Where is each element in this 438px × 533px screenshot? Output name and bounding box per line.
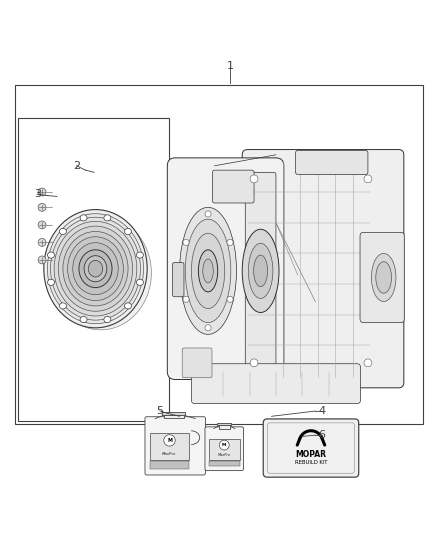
FancyBboxPatch shape — [242, 150, 404, 388]
Bar — [18, 118, 169, 421]
Ellipse shape — [371, 253, 396, 302]
Ellipse shape — [198, 250, 218, 292]
FancyBboxPatch shape — [182, 348, 212, 378]
Ellipse shape — [254, 255, 268, 287]
Ellipse shape — [248, 243, 273, 298]
Circle shape — [38, 188, 46, 196]
Text: 2: 2 — [73, 161, 80, 171]
Text: MOPAR: MOPAR — [296, 450, 326, 459]
Circle shape — [38, 256, 46, 264]
Ellipse shape — [180, 207, 237, 334]
Text: 5: 5 — [156, 406, 163, 416]
Ellipse shape — [63, 231, 128, 306]
Ellipse shape — [50, 216, 152, 330]
Bar — [150, 433, 189, 459]
Ellipse shape — [136, 252, 143, 258]
Ellipse shape — [205, 211, 211, 217]
Ellipse shape — [250, 175, 258, 183]
Ellipse shape — [48, 279, 55, 285]
Text: MaxPro: MaxPro — [162, 451, 177, 456]
Ellipse shape — [185, 219, 231, 322]
Ellipse shape — [203, 259, 213, 282]
Circle shape — [38, 221, 46, 229]
Ellipse shape — [80, 215, 87, 221]
Ellipse shape — [242, 229, 279, 312]
Ellipse shape — [250, 359, 258, 367]
Bar — [217, 423, 231, 425]
Ellipse shape — [364, 175, 372, 183]
Circle shape — [164, 435, 175, 446]
Ellipse shape — [376, 262, 392, 293]
FancyBboxPatch shape — [145, 417, 205, 475]
Ellipse shape — [44, 209, 147, 328]
Ellipse shape — [104, 215, 111, 221]
Ellipse shape — [50, 217, 141, 320]
Bar — [15, 85, 423, 424]
Ellipse shape — [47, 214, 144, 324]
Ellipse shape — [60, 229, 67, 235]
FancyBboxPatch shape — [360, 232, 404, 322]
Text: 1: 1 — [226, 61, 233, 71]
Bar — [219, 425, 230, 429]
Ellipse shape — [124, 229, 131, 235]
Ellipse shape — [80, 317, 87, 322]
Ellipse shape — [227, 296, 233, 302]
Ellipse shape — [60, 303, 67, 309]
FancyBboxPatch shape — [245, 172, 276, 369]
Bar — [150, 461, 189, 469]
FancyBboxPatch shape — [173, 263, 184, 297]
Ellipse shape — [205, 325, 211, 331]
Ellipse shape — [79, 250, 112, 288]
Ellipse shape — [58, 226, 133, 311]
Text: 6: 6 — [318, 430, 325, 440]
Ellipse shape — [136, 279, 143, 285]
Circle shape — [38, 204, 46, 211]
Text: M: M — [167, 438, 172, 443]
FancyBboxPatch shape — [212, 170, 254, 203]
FancyBboxPatch shape — [167, 158, 284, 379]
Ellipse shape — [67, 237, 124, 301]
Ellipse shape — [183, 296, 189, 302]
Bar — [162, 411, 185, 415]
Circle shape — [219, 440, 229, 450]
Text: REBUILD KIT: REBUILD KIT — [295, 460, 327, 465]
Ellipse shape — [88, 261, 103, 277]
Circle shape — [38, 238, 46, 246]
Text: 3: 3 — [34, 189, 41, 199]
Text: M: M — [222, 443, 226, 447]
Ellipse shape — [104, 317, 111, 322]
Text: MaxPro: MaxPro — [218, 453, 231, 457]
Bar — [209, 461, 240, 466]
FancyBboxPatch shape — [191, 364, 360, 403]
FancyBboxPatch shape — [205, 427, 244, 471]
Ellipse shape — [48, 252, 55, 258]
Ellipse shape — [84, 256, 107, 282]
Bar — [209, 439, 240, 460]
Ellipse shape — [364, 359, 372, 367]
Ellipse shape — [183, 239, 189, 246]
FancyBboxPatch shape — [296, 150, 368, 174]
Ellipse shape — [124, 303, 131, 309]
Ellipse shape — [227, 239, 233, 246]
Text: 4: 4 — [318, 406, 325, 416]
Ellipse shape — [191, 233, 225, 309]
Ellipse shape — [54, 221, 137, 316]
FancyBboxPatch shape — [263, 419, 359, 477]
Ellipse shape — [73, 243, 118, 295]
Bar — [164, 415, 184, 418]
